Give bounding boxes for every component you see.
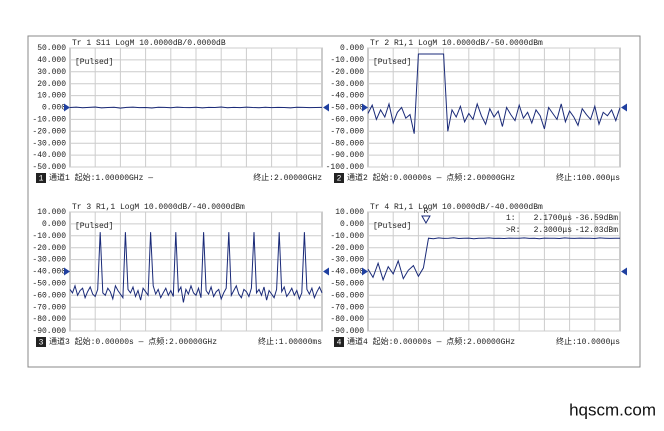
ref-marker-left [362,267,368,276]
y-tick-label: -80.000 [330,139,364,148]
y-tick-label: -60.000 [32,291,66,300]
trace-title: Tr 4 R1,1 LogM 10.0000dB/-40.0000dBm [370,203,543,212]
y-tick-label: 10.000 [37,208,66,217]
y-tick-label: -10.000 [330,56,364,65]
ref-marker-right [323,267,329,276]
y-tick-label: -50.000 [32,280,66,289]
marker-readout: -36.59dBm [575,214,618,223]
y-tick-label: 40.000 [37,56,66,65]
trace [69,106,323,109]
channel-number: 4 [337,339,342,348]
y-tick-label: -40.000 [330,268,364,277]
y-tick-label: 30.000 [37,68,66,77]
y-tick-label: -40.000 [330,92,364,101]
footer-start: 通道3 起始:0.00000s — 点频:2.00000GHz [49,336,217,347]
y-tick-label: -100.000 [326,163,365,172]
footer-start: 通道4 起始:0.00000s — 点频:2.00000GHz [347,336,515,347]
y-tick-label: -20.000 [330,244,364,253]
y-tick-label: -20.000 [330,68,364,77]
channel-number: 3 [39,339,44,348]
marker-label: R [424,207,429,216]
y-tick-label: -70.000 [32,303,66,312]
y-tick-label: 10.000 [335,208,364,217]
footer-stop: 终止:2.00000GHz [253,172,322,183]
y-tick-label: 0.000 [42,104,66,113]
pulsed-label: [Pulsed] [373,58,411,67]
y-tick-label: -30.000 [330,80,364,89]
footer-stop: 终止:100.000μs [556,172,620,183]
y-tick-label: -40.000 [32,268,66,277]
footer-start: 通道1 起始:1.00000GHz — [49,172,153,183]
frame [27,35,641,368]
y-tick-label: -40.000 [32,151,66,160]
y-tick-label: 0.000 [340,44,364,53]
y-tick-label: 20.000 [37,80,66,89]
trace [367,237,620,282]
channel-badge [334,173,344,183]
y-tick-label: 0.000 [42,220,66,229]
marker-readout: 1: [506,214,516,223]
y-tick-label: -70.000 [330,127,364,136]
y-tick-label: -10.000 [330,232,364,241]
channel-badge [334,337,344,347]
channel-number: 2 [337,175,342,184]
ref-marker-left [64,103,70,112]
y-tick-label: -60.000 [330,116,364,125]
y-tick-label: -80.000 [330,315,364,324]
y-tick-label: -30.000 [32,139,66,148]
y-tick-label: -50.000 [330,280,364,289]
pulsed-label: [Pulsed] [373,222,411,231]
y-tick-label: -90.000 [330,327,364,336]
watermark: hqscm.com [569,400,656,419]
pulsed-label: [Pulsed] [75,222,113,231]
y-tick-label: -70.000 [330,303,364,312]
ref-marker-right [323,103,329,112]
trace-title: Tr 2 R1,1 LogM 10.0000dB/-50.0000dBm [370,39,543,48]
y-tick-label: -10.000 [32,116,66,125]
channel-number: 1 [39,175,44,184]
footer-start: 通道2 起始:0.00000s — 点频:2.00000GHz [347,172,515,183]
y-tick-label: -20.000 [32,127,66,136]
y-tick-label: -50.000 [32,163,66,172]
ref-marker-right [621,103,627,112]
y-tick-label: 10.000 [37,92,66,101]
y-tick-label: -90.000 [330,151,364,160]
marker-readout: 2.1700μs [534,214,573,223]
y-tick-label: -90.000 [32,327,66,336]
ref-marker-left [362,103,368,112]
channel-badge [36,173,46,183]
y-tick-label: -50.000 [330,104,364,113]
trace-title: Tr 3 R1,1 LogM 10.0000dB/-40.0000dBm [72,203,245,212]
y-tick-label: 50.000 [37,44,66,53]
y-tick-label: -80.000 [32,315,66,324]
pulsed-label: [Pulsed] [75,58,113,67]
ref-marker-left [64,267,70,276]
y-tick-label: 0.000 [340,220,364,229]
footer-stop: 终止:10.0000μs [556,336,620,347]
marker-readout: 2.3000μs [534,226,573,235]
trace-title: Tr 1 S11 LogM 10.0000dB/0.0000dB [72,39,226,48]
marker-readout: -12.03dBm [575,226,618,235]
trace [69,232,323,303]
footer-stop: 终止:1.00000ms [258,336,322,347]
y-tick-label: -30.000 [32,256,66,265]
y-tick-label: -10.000 [32,232,66,241]
y-tick-label: -30.000 [330,256,364,265]
ref-marker-right [621,267,627,276]
y-tick-label: -20.000 [32,244,66,253]
trace [367,53,621,134]
y-tick-label: -60.000 [330,291,364,300]
marker-readout: >R: [506,226,520,235]
channel-badge [36,337,46,347]
marker [421,215,431,225]
